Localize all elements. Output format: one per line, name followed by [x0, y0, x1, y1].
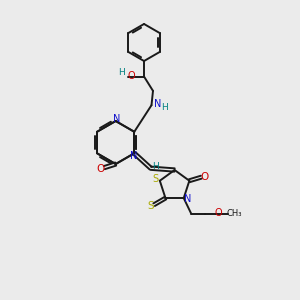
Text: N: N: [154, 99, 162, 109]
Text: O: O: [127, 71, 135, 81]
Text: O: O: [201, 172, 209, 182]
Text: S: S: [153, 174, 159, 184]
Text: N: N: [184, 194, 191, 204]
Text: N: N: [112, 114, 120, 124]
Text: S: S: [147, 201, 154, 211]
Text: O: O: [97, 164, 105, 174]
Text: H: H: [152, 162, 159, 171]
Text: O: O: [214, 208, 222, 218]
Text: CH₃: CH₃: [227, 208, 242, 217]
Text: H: H: [162, 103, 168, 112]
Text: N: N: [130, 151, 137, 161]
Text: H: H: [118, 68, 125, 76]
